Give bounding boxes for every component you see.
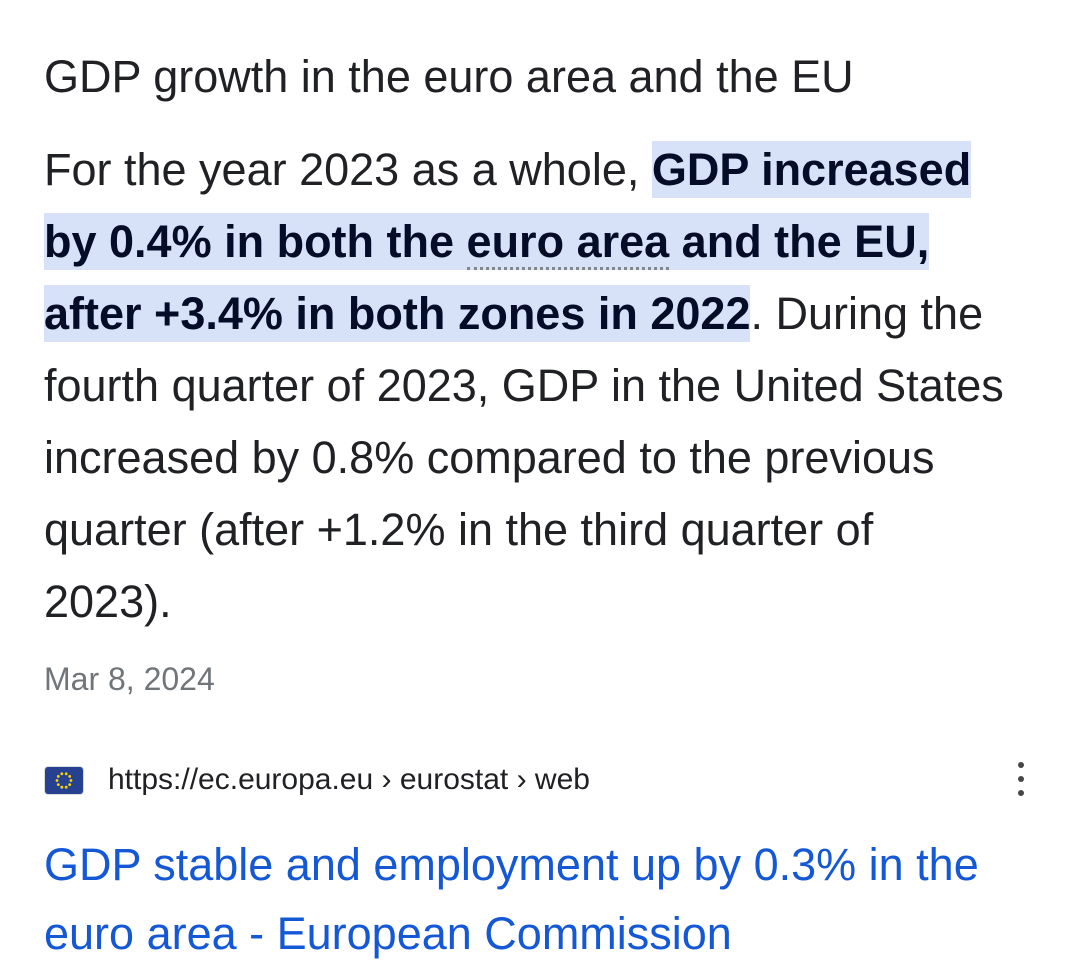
featured-snippet: GDP growth in the euro area and the EU F… (44, 50, 1020, 698)
snippet-heading: GDP growth in the euro area and the EU (44, 51, 854, 102)
result-title-link[interactable]: GDP stable and employment up by 0.3% in … (44, 839, 979, 959)
snippet-pre-text: For the year 2023 as a whole, (44, 144, 652, 195)
search-result: https://ec.europa.eu › eurostat › web GD… (44, 760, 1024, 968)
highlight-text-after-link: and the EU, after +3.4% in both zones in… (44, 216, 930, 339)
snippet-paragraph: For the year 2023 as a whole, GDP increa… (44, 134, 1004, 638)
eu-flag-icon (44, 765, 84, 795)
three-dot-menu-icon[interactable] (1004, 752, 1038, 806)
highlight-text-before-link: GDP increased by 0.4% in both the (44, 144, 972, 267)
result-header: https://ec.europa.eu › eurostat › web (44, 760, 1024, 800)
result-url-breadcrumb[interactable]: https://ec.europa.eu › eurostat › web (108, 763, 590, 796)
snippet-date: Mar 8, 2024 (44, 661, 215, 697)
euro-area-term-link[interactable]: euro area (466, 216, 670, 270)
snippet-post-text: . During the fourth quarter of 2023, GDP… (44, 288, 1004, 627)
